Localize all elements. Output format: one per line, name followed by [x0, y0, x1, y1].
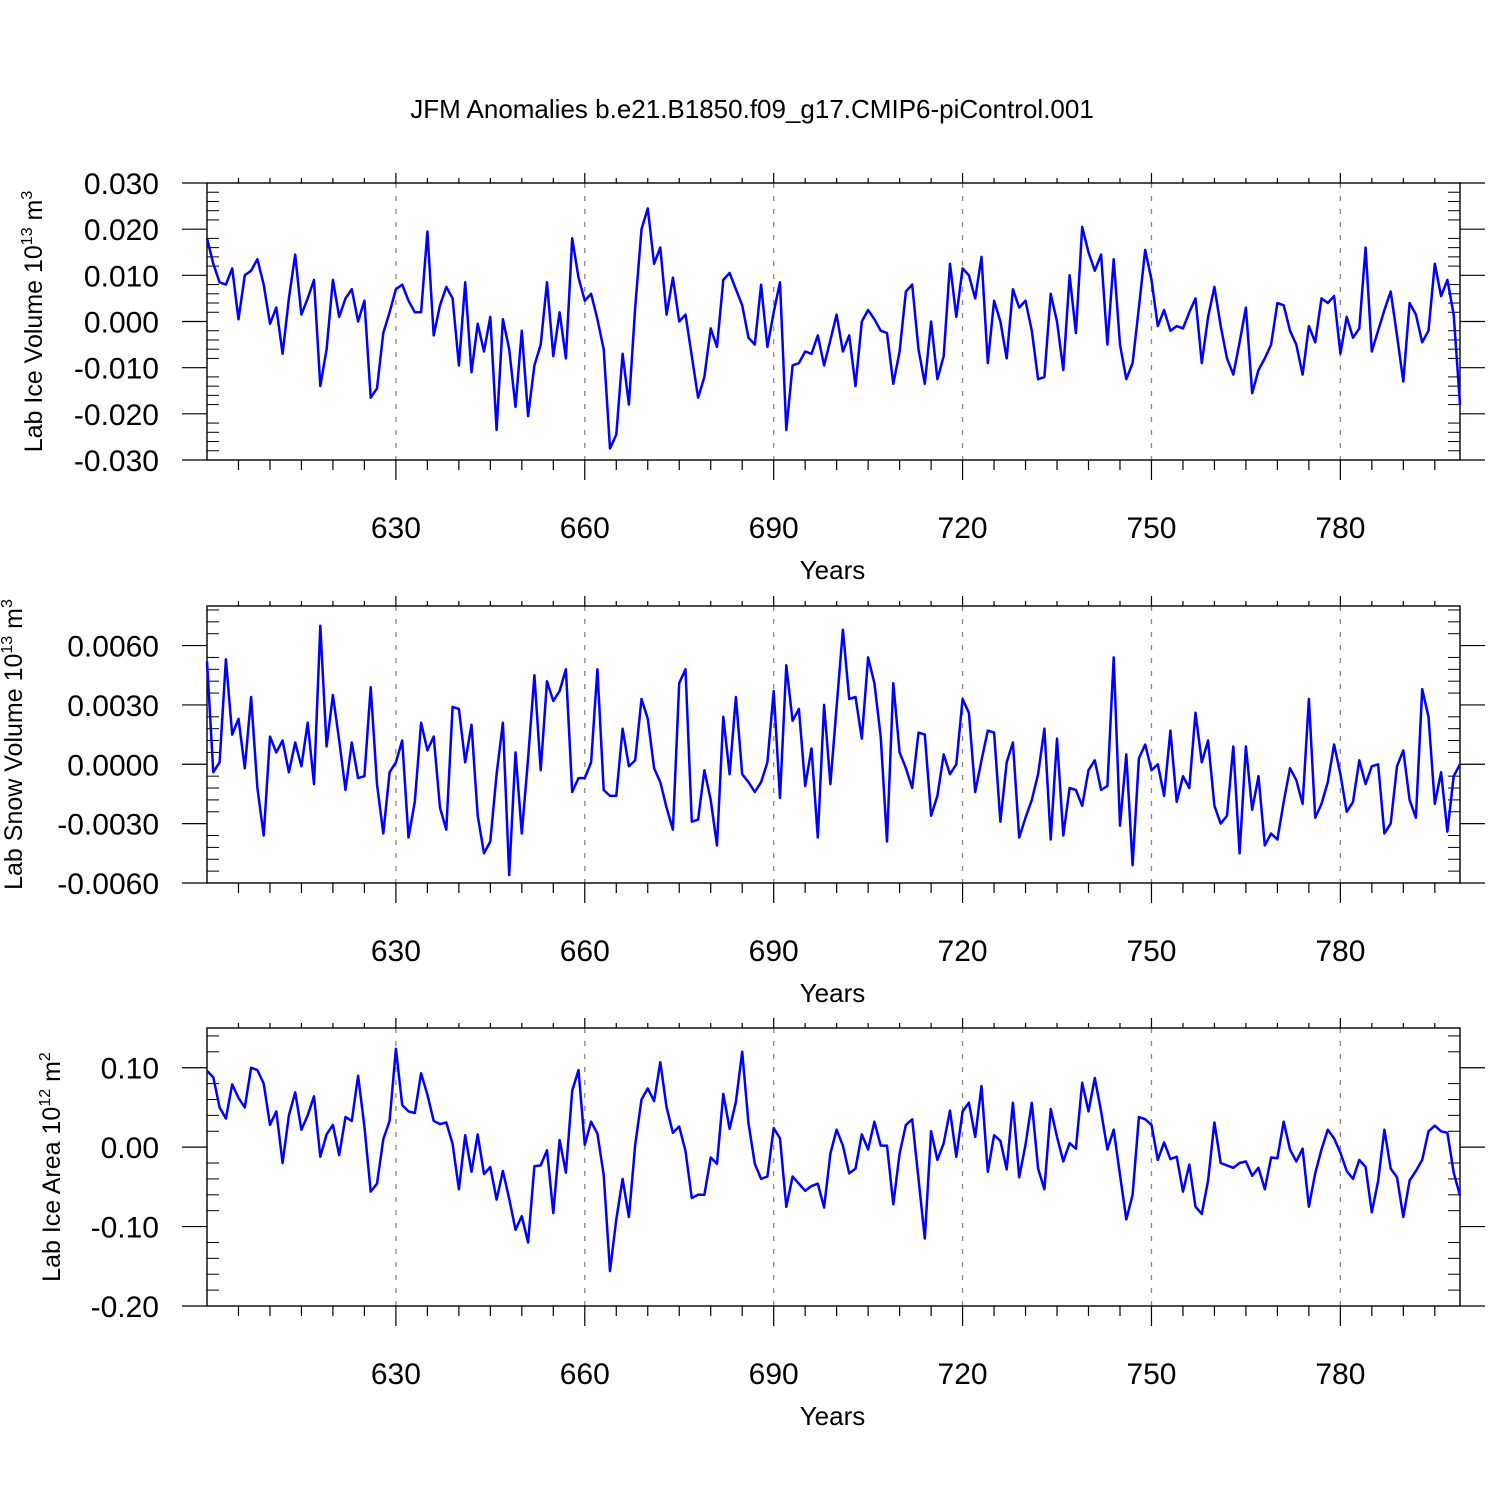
x-tick-label: 660 [560, 1358, 610, 1391]
x-tick-label: 750 [1126, 1358, 1176, 1391]
y-axis-title-exponent: 13 [0, 636, 16, 654]
y-axis-title-unit: m [38, 1061, 66, 1089]
x-axis-title: Years [800, 978, 866, 1008]
chart-panel-ice-volume: -0.030 -0.020 -0.010 0.000 0.010 0.020 0.030 63… [19, 168, 1485, 585]
x-tick-label: 780 [1315, 1358, 1365, 1391]
y-axis-title-text: Lab Ice Volume 10 [20, 245, 48, 452]
x-tick-label: 780 [1315, 512, 1365, 545]
x-tick-label: 690 [749, 935, 799, 968]
y-tick-label: -0.10 [91, 1212, 159, 1245]
y-tick-label: 0.030 [84, 168, 159, 201]
plot-frame [206, 605, 1461, 884]
plot-frame [206, 182, 1461, 461]
y-axis-title-text: Lab Snow Volume 10 [0, 654, 28, 890]
y-axis-title-exponent: 13 [19, 227, 36, 245]
y-tick-label: 0.000 [84, 307, 159, 340]
plot-frame [206, 1027, 1461, 1307]
y-axis-title-exponent: 12 [37, 1089, 54, 1107]
x-tick-label: 690 [749, 512, 799, 545]
y-tick-label: 0.10 [101, 1053, 159, 1086]
chart-panel-ice-area: -0.20 -0.10 0.00 0.10 630 660 690 720 750 780 Year… [37, 1018, 1485, 1431]
chart-panel-snow-volume: -0.0060 -0.0030 0.0000 0.0030 0.0060 630 660 69… [0, 596, 1485, 1008]
series-line [205, 207, 1462, 450]
y-tick-label: -0.20 [91, 1291, 159, 1324]
y-axis-title-unit: m [20, 200, 48, 228]
x-tick-label: 690 [749, 1358, 799, 1391]
y-tick-label: -0.0060 [57, 868, 159, 901]
y-axis-title: Lab Snow Volume 1013 m3 [0, 599, 28, 890]
y-tick-label: 0.00 [101, 1132, 159, 1165]
x-tick-label: 720 [938, 512, 988, 545]
y-axis-title-unit-exponent: 2 [37, 1052, 54, 1061]
x-tick-label: 630 [371, 935, 421, 968]
y-tick-label: -0.0030 [57, 809, 159, 842]
series-line [206, 1047, 1462, 1273]
panels: -0.030 -0.020 -0.010 0.000 0.010 0.020 0.030 63… [0, 168, 1485, 1431]
y-tick-label: 0.020 [84, 214, 159, 247]
y-axis-title: Lab Ice Volume 1013 m3 [19, 191, 48, 453]
y-axis-title-unit: m [0, 608, 28, 636]
y-axis-title-text: Lab Ice Area 10 [38, 1107, 66, 1282]
y-axis-title-unit-exponent: 3 [0, 599, 16, 608]
y-axis-title-unit-exponent: 3 [19, 191, 36, 200]
y-tick-label: 0.0060 [67, 631, 159, 664]
y-tick-label: -0.020 [74, 399, 159, 432]
y-axis-title: Lab Ice Area 1012 m2 [37, 1052, 66, 1282]
x-tick-label: 720 [938, 1358, 988, 1391]
x-axis-title: Years [800, 555, 866, 585]
x-tick-label: 750 [1126, 935, 1176, 968]
y-tick-label: 0.0000 [67, 749, 159, 782]
x-tick-label: 630 [371, 1358, 421, 1391]
y-tick-label: 0.010 [84, 260, 159, 293]
x-tick-label: 750 [1126, 512, 1176, 545]
x-tick-label: 660 [560, 935, 610, 968]
x-tick-label: 660 [560, 512, 610, 545]
x-tick-label: 720 [938, 935, 988, 968]
figure-title: JFM Anomalies b.e21.B1850.f09_g17.CMIP6-… [410, 94, 1094, 124]
x-tick-label: 630 [371, 512, 421, 545]
y-tick-label: -0.030 [74, 445, 159, 478]
series-line [205, 624, 1462, 877]
x-tick-label: 780 [1315, 935, 1365, 968]
y-tick-label: 0.0030 [67, 690, 159, 723]
x-axis-title: Years [800, 1401, 866, 1431]
y-tick-label: -0.010 [74, 353, 159, 386]
